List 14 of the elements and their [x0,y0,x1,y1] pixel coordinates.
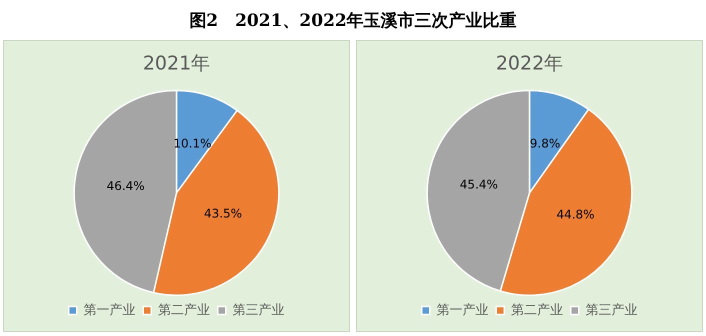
chart-title: 2021年 [142,52,210,74]
data-label: 45.4% [460,178,498,192]
legend-label: 第三产业 [232,302,284,318]
caption: 图2 2021、2022年玉溪市三次产业比重 [188,10,518,32]
chart-title: 2022年 [496,52,564,74]
data-label: 9.8% [530,136,560,150]
legend-label: 第二产业 [158,302,210,318]
data-label: 46.4% [106,179,145,194]
legend-label: 第二产业 [510,302,563,318]
data-label: 43.5% [204,206,242,220]
legend-label: 第一产业 [83,302,136,318]
legend-label: 第一产业 [436,302,488,318]
data-label: 44.8% [556,207,595,222]
legend-label: 第三产业 [585,302,638,318]
